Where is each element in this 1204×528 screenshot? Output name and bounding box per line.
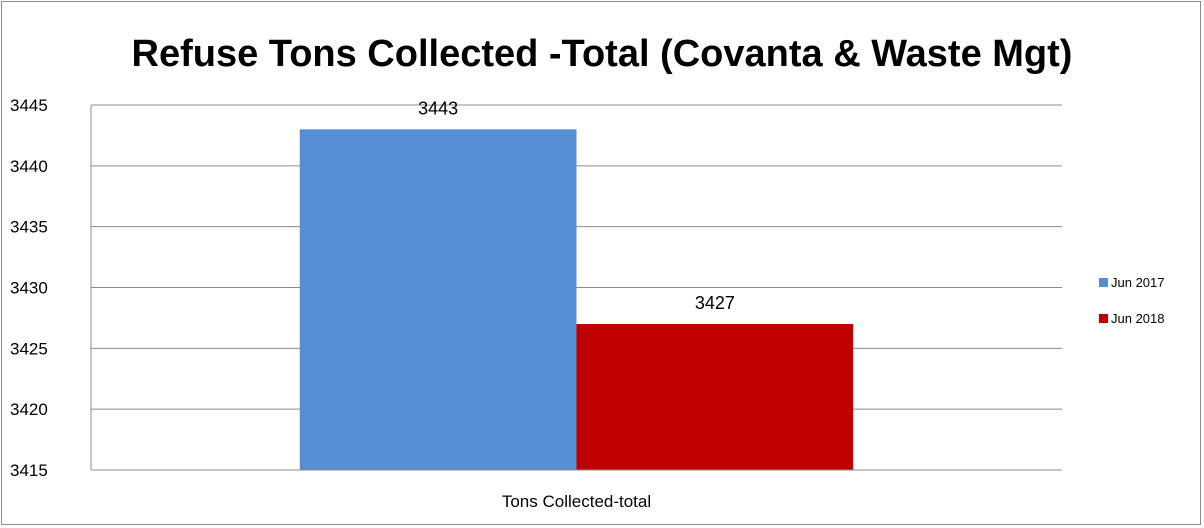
legend: Jun 2017 Jun 2018: [1099, 275, 1165, 326]
chart-title: Refuse Tons Collected -Total (Covanta & …: [132, 33, 1073, 75]
legend-label: Jun 2017: [1111, 275, 1165, 290]
bars: [299, 129, 854, 471]
y-tick-label: 3435: [10, 218, 48, 237]
x-axis: Tons Collected-total: [90, 105, 1062, 511]
bar-jun-2018: [576, 324, 854, 470]
data-label: 3427: [695, 293, 735, 313]
y-axis-tick-labels: 3415 3420 3425 3430 3435 3440 3445: [10, 96, 48, 480]
bar-jun-2017: [299, 129, 577, 471]
legend-label: Jun 2018: [1111, 311, 1165, 326]
y-tick-label: 3415: [10, 461, 48, 480]
y-tick-label: 3440: [10, 157, 48, 176]
x-category-label: Tons Collected-total: [502, 492, 651, 511]
legend-swatch: [1099, 314, 1108, 323]
legend-swatch: [1099, 278, 1108, 287]
y-tick-label: 3425: [10, 339, 48, 358]
y-tick-label: 3430: [10, 279, 48, 298]
data-label: 3443: [418, 98, 458, 118]
data-labels: 3443 3427: [418, 98, 735, 313]
y-tick-label: 3445: [10, 96, 48, 115]
y-tick-label: 3420: [10, 400, 48, 419]
